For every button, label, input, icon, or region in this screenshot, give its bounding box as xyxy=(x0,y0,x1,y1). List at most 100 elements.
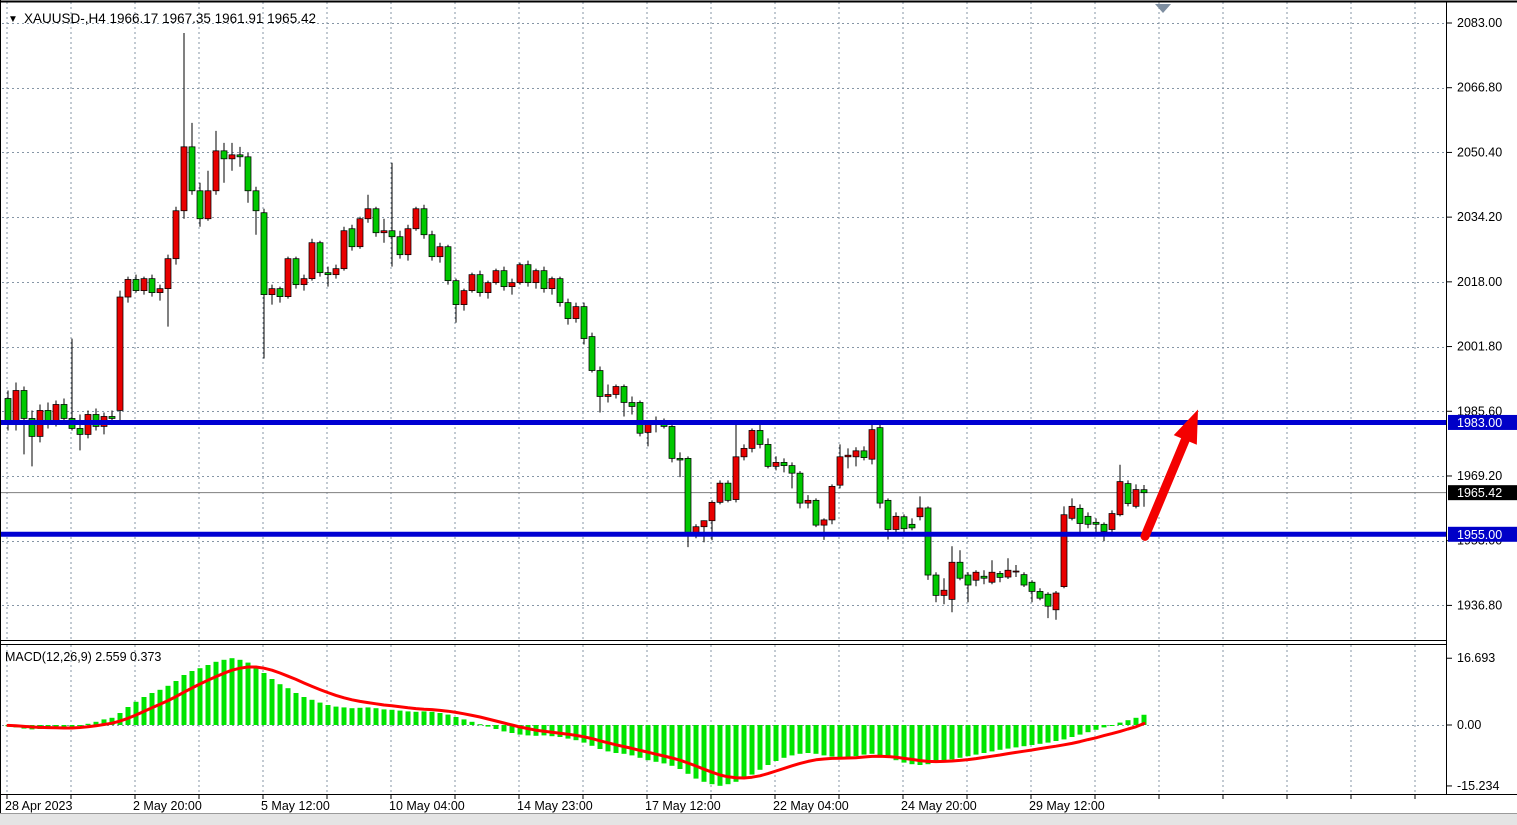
bear-candle xyxy=(924,507,932,576)
macd-histogram-bar xyxy=(125,707,131,725)
macd-histogram-bar xyxy=(813,725,819,754)
bull-candle xyxy=(604,394,612,397)
bull-candle xyxy=(332,268,340,276)
bear-candle xyxy=(372,208,380,234)
bull-candle xyxy=(948,561,956,600)
bull-candle xyxy=(124,279,132,298)
macd-histogram-bar xyxy=(941,725,947,761)
bull-candle xyxy=(1012,570,1020,573)
macd-axis[interactable]: 16.693 0.00 -15.234 xyxy=(1447,651,1499,793)
macd-histogram-bar xyxy=(1109,725,1115,726)
macd-histogram-bar xyxy=(357,707,363,725)
price-tick-label: 1985.60 xyxy=(1457,404,1502,418)
bull-candle xyxy=(868,429,876,460)
macd-histogram-bar xyxy=(789,725,795,756)
bear-candle xyxy=(524,264,532,284)
macd-histogram-bar xyxy=(629,725,635,756)
bear-candle xyxy=(388,230,396,238)
price-axis[interactable]: 2083.00 2066.80 2050.40 2034.20 2018.00 2001.… xyxy=(1447,16,1502,612)
macd-histogram-bar xyxy=(389,709,395,725)
svg-text:1955.00: 1955.00 xyxy=(1457,528,1502,542)
macd-histogram-bar xyxy=(853,725,859,757)
bear-candle xyxy=(724,482,732,501)
macd-histogram-bar xyxy=(613,725,619,753)
bear-candle xyxy=(452,280,460,305)
bear-candle xyxy=(684,458,692,534)
time-tick-label: 17 May 12:00 xyxy=(645,799,721,813)
trend-arrow[interactable] xyxy=(1140,409,1198,541)
macd-histogram-bar xyxy=(973,725,979,755)
bear-candle xyxy=(996,573,1004,578)
macd-histogram-bar xyxy=(885,725,891,758)
macd-histogram-bar xyxy=(565,725,571,739)
macd-histogram-bar xyxy=(85,723,91,725)
bear-candle xyxy=(396,236,404,256)
bear-candle xyxy=(676,458,684,461)
bear-candle xyxy=(252,190,260,212)
macd-histogram-bar xyxy=(453,717,459,725)
macd-histogram-bar xyxy=(1045,725,1051,743)
bear-candle xyxy=(1028,581,1036,592)
bear-candle xyxy=(196,190,204,220)
resistance-price-label[interactable]: 1983.00 xyxy=(1448,414,1517,430)
price-tick-label: 2034.20 xyxy=(1457,210,1502,224)
price-tick-label: 2001.80 xyxy=(1457,340,1502,354)
bear-candle xyxy=(28,418,36,437)
bear-candle xyxy=(60,404,68,419)
bull-candle xyxy=(532,270,540,284)
time-axis[interactable]: 28 Apr 2023 2 May 20:00 5 May 12:00 10 May … xyxy=(5,795,1416,813)
bull-candle xyxy=(484,282,492,294)
bear-candle xyxy=(1124,483,1132,504)
macd-histogram-bar xyxy=(549,725,555,737)
bull-candle xyxy=(1060,514,1068,587)
macd-histogram-bar xyxy=(229,658,235,725)
bull-candle xyxy=(988,571,996,583)
bear-candle xyxy=(1092,521,1100,525)
bear-candle xyxy=(236,154,244,158)
symbol-dropdown-icon[interactable]: ▼ xyxy=(8,14,18,25)
chart-shift-marker-icon[interactable] xyxy=(1155,4,1171,13)
bear-candle xyxy=(876,427,884,504)
bear-candle xyxy=(324,272,332,276)
macd-histogram-bar xyxy=(773,725,779,761)
macd-histogram-bar xyxy=(333,706,339,725)
bull-candle xyxy=(1108,513,1116,530)
macd-histogram-bar xyxy=(157,689,163,725)
bear-candle xyxy=(428,234,436,258)
bull-candle xyxy=(52,404,60,423)
macd-histogram-bar xyxy=(69,725,75,728)
macd-histogram-bar xyxy=(1005,725,1011,749)
bear-candle xyxy=(812,499,820,526)
bear-candle xyxy=(276,288,284,297)
macd-signal-line xyxy=(6,665,1146,780)
macd-histogram-bar xyxy=(277,684,283,725)
bear-candle xyxy=(1036,591,1044,599)
bull-candle xyxy=(1116,481,1124,516)
bull-candle xyxy=(852,450,860,458)
bear-candle xyxy=(76,428,84,435)
bear-candle xyxy=(860,450,868,458)
macd-histogram-bar xyxy=(661,725,667,764)
bull-candle xyxy=(436,246,444,258)
current-price-label[interactable]: 1965.42 xyxy=(1448,485,1517,501)
macd-histogram-bar xyxy=(725,725,731,785)
bull-candle xyxy=(508,282,516,288)
macd-histogram-bar xyxy=(709,725,715,785)
macd-histogram-bar xyxy=(765,725,771,765)
macd-histogram-bar xyxy=(1021,725,1027,747)
bear-candle xyxy=(1140,489,1148,494)
macd-histogram-bar xyxy=(1141,714,1147,725)
bull-candle xyxy=(972,571,980,581)
macd-histogram-bar xyxy=(477,724,483,726)
bear-candle xyxy=(500,270,508,288)
macd-histogram-bar xyxy=(293,693,299,725)
bull-candle xyxy=(164,258,172,290)
macd-histogram-bar xyxy=(1013,725,1019,748)
bear-candle xyxy=(628,402,636,407)
bull-candle xyxy=(212,150,220,192)
bull-candle xyxy=(1068,505,1076,519)
bull-candle xyxy=(468,274,476,292)
bull-candle xyxy=(300,278,308,286)
support-price-label[interactable]: 1955.00 xyxy=(1448,526,1517,542)
